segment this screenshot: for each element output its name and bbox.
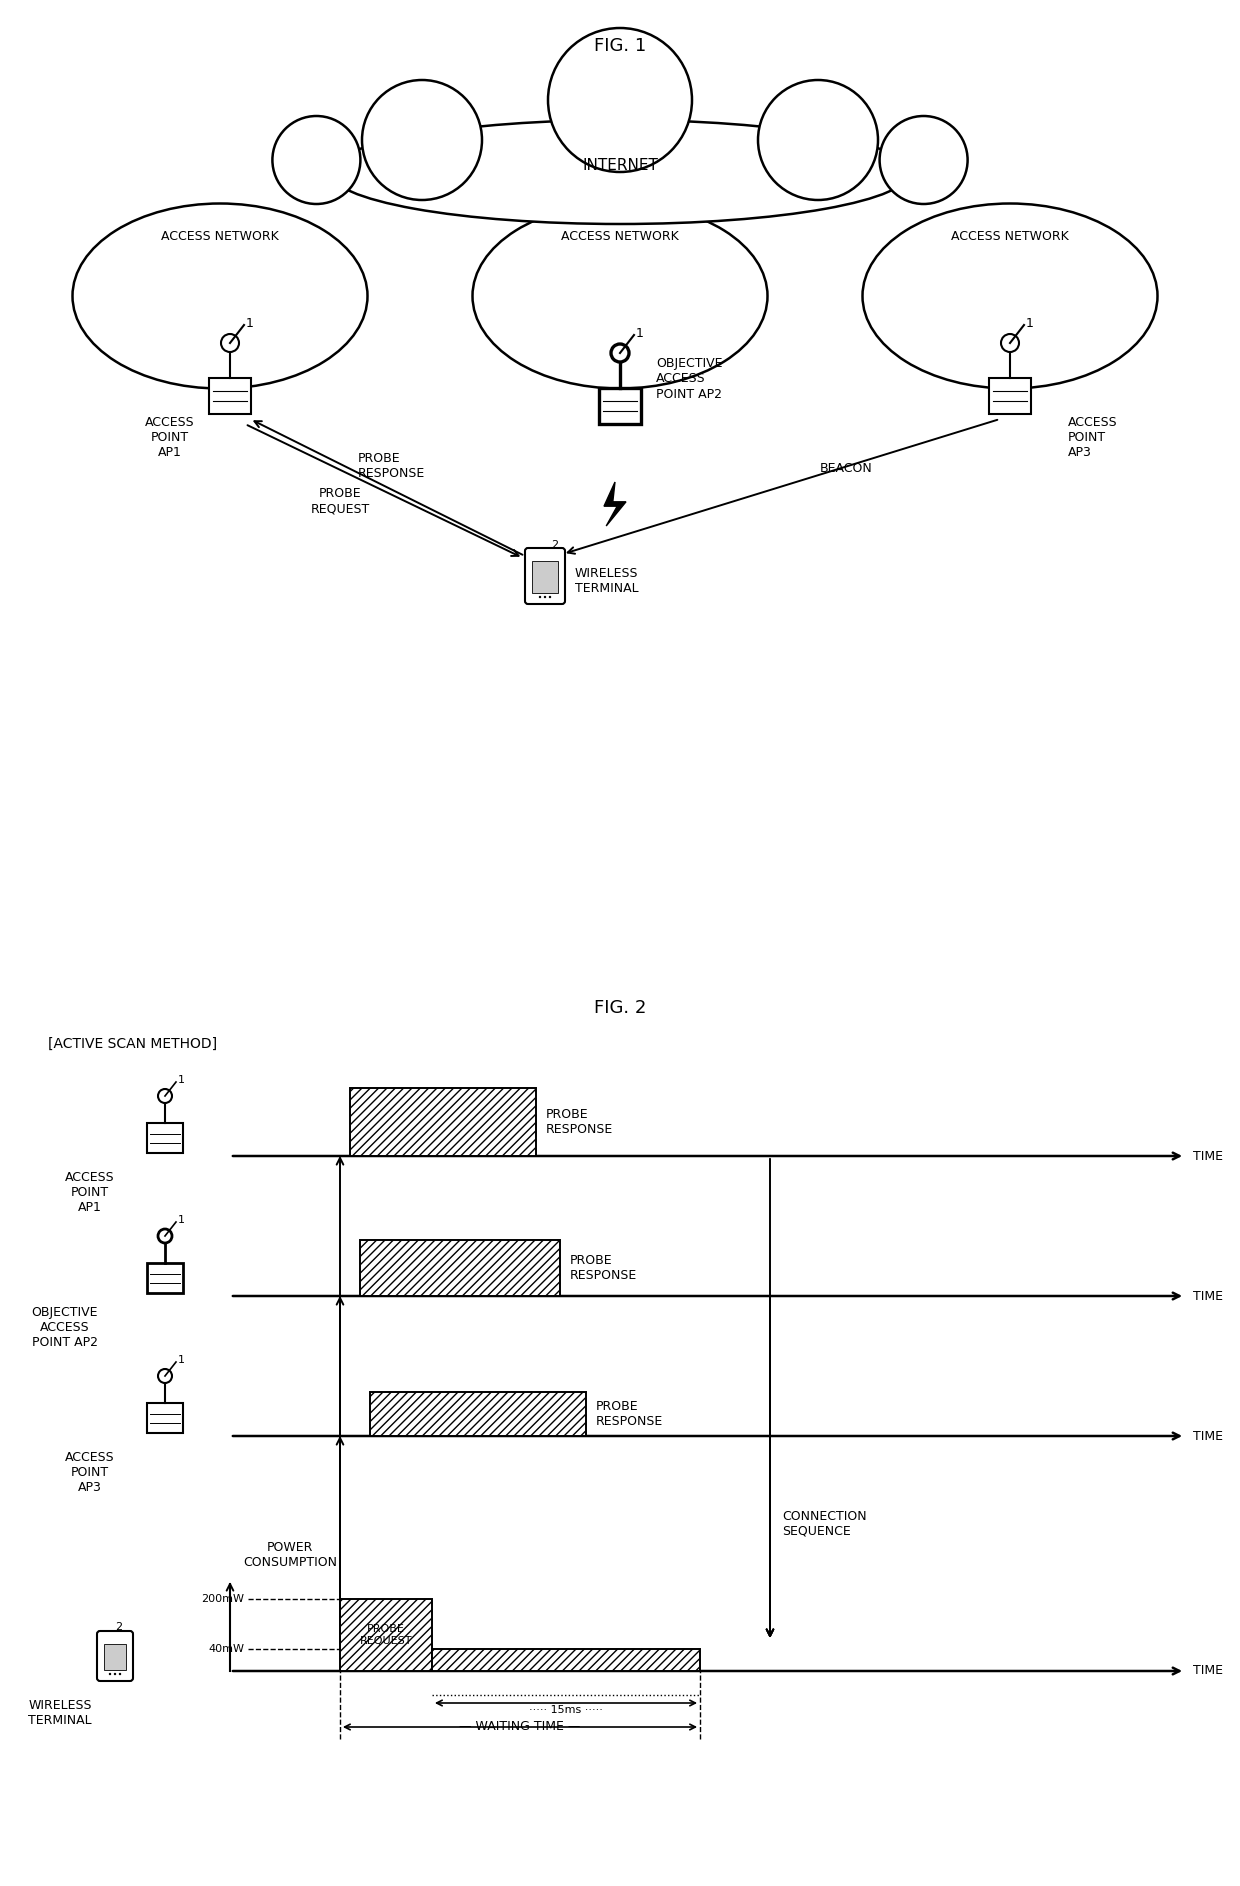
- Text: FIG. 1: FIG. 1: [594, 38, 646, 55]
- Text: CONNECTION
SEQUENCE: CONNECTION SEQUENCE: [782, 1509, 867, 1537]
- Text: PROBE
RESPONSE: PROBE RESPONSE: [358, 453, 425, 481]
- FancyBboxPatch shape: [97, 1631, 133, 1680]
- Ellipse shape: [330, 121, 910, 224]
- FancyBboxPatch shape: [525, 549, 565, 604]
- Text: TIME: TIME: [1193, 1290, 1223, 1303]
- Circle shape: [549, 596, 552, 598]
- Bar: [990, 377, 1030, 415]
- Text: 2: 2: [115, 1622, 122, 1631]
- Text: 200mW: 200mW: [201, 1594, 244, 1603]
- Text: INTERNET: INTERNET: [582, 158, 658, 174]
- Text: PROBE
REQUEST: PROBE REQUEST: [310, 487, 370, 515]
- Text: ACCESS
POINT
AP3: ACCESS POINT AP3: [66, 1450, 115, 1494]
- Bar: [148, 1122, 184, 1152]
- Text: 1: 1: [179, 1075, 185, 1084]
- Bar: [599, 389, 641, 424]
- Circle shape: [362, 79, 482, 200]
- Bar: [370, 1392, 587, 1435]
- Circle shape: [109, 1673, 112, 1675]
- Text: 40mW: 40mW: [208, 1645, 244, 1654]
- Circle shape: [548, 28, 692, 172]
- Bar: [148, 1403, 184, 1433]
- Text: ACCESS
POINT
AP1: ACCESS POINT AP1: [145, 417, 195, 458]
- Circle shape: [273, 117, 361, 204]
- Circle shape: [114, 1673, 117, 1675]
- Circle shape: [119, 1673, 122, 1675]
- Bar: [532, 560, 558, 592]
- Bar: [432, 1648, 701, 1671]
- Circle shape: [157, 1230, 172, 1243]
- Text: ACCESS
POINT
AP1: ACCESS POINT AP1: [66, 1171, 115, 1215]
- Bar: [340, 1599, 432, 1671]
- Circle shape: [539, 596, 541, 598]
- Circle shape: [221, 334, 239, 353]
- Text: ACCESS NETWORK: ACCESS NETWORK: [562, 230, 678, 243]
- Text: ACCESS
POINT
AP3: ACCESS POINT AP3: [1068, 417, 1117, 458]
- Circle shape: [758, 79, 878, 200]
- Text: TIME: TIME: [1193, 1149, 1223, 1162]
- Bar: [210, 377, 250, 415]
- Text: TIME: TIME: [1193, 1430, 1223, 1443]
- Text: OBJECTIVE
ACCESS
POINT AP2: OBJECTIVE ACCESS POINT AP2: [656, 358, 723, 400]
- Polygon shape: [604, 483, 626, 526]
- Bar: [360, 1239, 560, 1296]
- Text: ····· 15ms ·····: ····· 15ms ·····: [529, 1705, 603, 1714]
- Text: PROBE
REQUEST: PROBE REQUEST: [360, 1624, 412, 1646]
- Ellipse shape: [863, 204, 1157, 389]
- Text: 1: 1: [179, 1215, 185, 1226]
- Text: POWER
CONSUMPTION: POWER CONSUMPTION: [243, 1541, 337, 1569]
- Text: 1: 1: [179, 1354, 185, 1365]
- Text: PROBE
RESPONSE: PROBE RESPONSE: [596, 1399, 663, 1428]
- Text: BEACON: BEACON: [820, 462, 873, 475]
- Text: ACCESS NETWORK: ACCESS NETWORK: [951, 230, 1069, 243]
- Circle shape: [611, 343, 629, 362]
- Bar: [104, 1645, 126, 1669]
- Bar: [350, 1088, 536, 1156]
- Text: 2: 2: [551, 539, 558, 551]
- Circle shape: [544, 596, 546, 598]
- Text: OBJECTIVE
ACCESS
POINT AP2: OBJECTIVE ACCESS POINT AP2: [32, 1305, 98, 1348]
- Circle shape: [157, 1369, 172, 1382]
- Text: ACCESS NETWORK: ACCESS NETWORK: [161, 230, 279, 243]
- Text: 1: 1: [246, 317, 254, 330]
- Ellipse shape: [472, 204, 768, 389]
- Text: — WAITING TIME —: — WAITING TIME —: [459, 1720, 580, 1733]
- Text: PROBE
RESPONSE: PROBE RESPONSE: [546, 1107, 614, 1135]
- Text: PROBE
RESPONSE: PROBE RESPONSE: [570, 1254, 637, 1282]
- Circle shape: [1001, 334, 1019, 353]
- Text: TIME: TIME: [1193, 1665, 1223, 1677]
- Text: WIRELESS
TERMINAL: WIRELESS TERMINAL: [29, 1699, 92, 1728]
- Bar: [148, 1264, 184, 1294]
- Circle shape: [157, 1088, 172, 1103]
- Text: WIRELESS
TERMINAL: WIRELESS TERMINAL: [575, 568, 639, 594]
- Text: FIG. 2: FIG. 2: [594, 1000, 646, 1017]
- Text: 1: 1: [1025, 317, 1034, 330]
- Text: 1: 1: [636, 326, 644, 339]
- Circle shape: [879, 117, 967, 204]
- Text: [ACTIVE SCAN METHOD]: [ACTIVE SCAN METHOD]: [48, 1037, 217, 1051]
- Ellipse shape: [72, 204, 367, 389]
